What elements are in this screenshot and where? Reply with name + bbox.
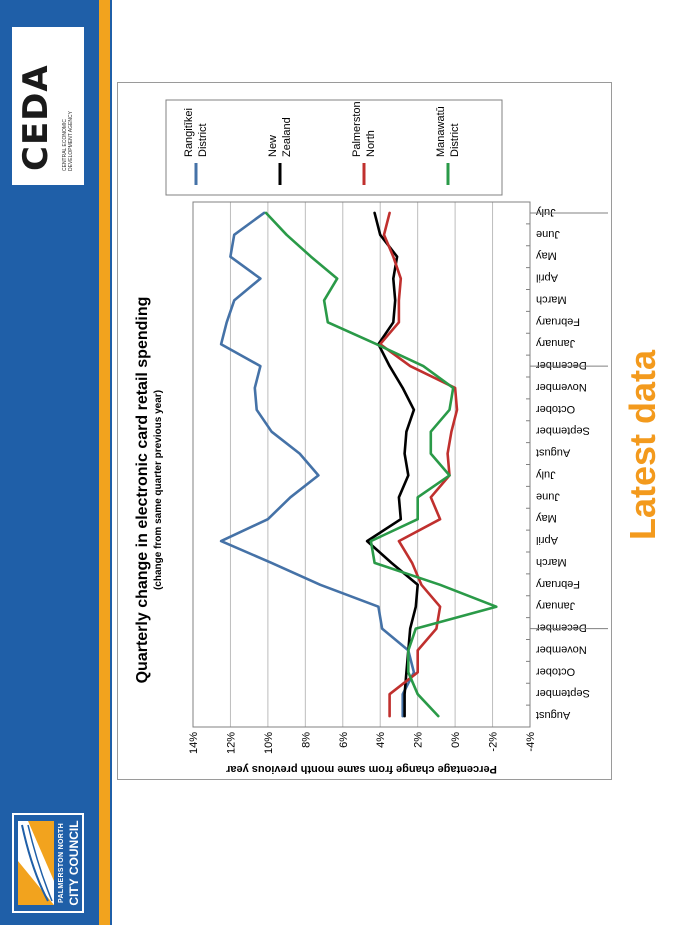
y-tick-label: 2% [413, 732, 425, 748]
accent-line [110, 0, 112, 925]
x-tick-label: April [536, 272, 558, 284]
x-tick-label: July [536, 468, 556, 480]
x-tick-label: May [536, 250, 557, 262]
y-tick-label: 0% [450, 732, 462, 748]
x-tick-label: March [536, 556, 567, 568]
y-tick-label: 8% [300, 732, 312, 748]
ceda-logo: CEDA CENTRAL ECONOMIC DEVELOPMENT AGENCY [12, 27, 84, 185]
legend-label: District [197, 123, 209, 157]
legend-label: North [365, 130, 377, 157]
x-tick-label: October [536, 665, 575, 677]
y-tick-label: 14% [188, 732, 200, 754]
pncc-emblem-icon [18, 821, 54, 905]
x-tick-label: May [536, 512, 557, 524]
x-tick-label: October [536, 403, 575, 415]
legend-box [165, 99, 503, 196]
line-chart: Quarterly change in electronic card reta… [134, 99, 608, 775]
series-line-palmerston-north [378, 211, 459, 718]
x-tick-label: April [536, 534, 558, 546]
x-tick-label: March [536, 293, 567, 305]
x-tick-label: February [536, 315, 581, 327]
ceda-logo-subtext: CENTRAL ECONOMIC DEVELOPMENT AGENCY [62, 111, 74, 171]
legend-label: New [267, 135, 279, 157]
x-tick-label: December [536, 359, 587, 371]
legend-label: District [449, 123, 461, 157]
x-tick-label: January [536, 600, 576, 612]
legend-label: Zealand [281, 117, 293, 157]
x-tick-label: February [536, 578, 581, 590]
y-tick-label: -2% [488, 732, 500, 752]
x-tick-label: September [536, 425, 590, 437]
y-tick-label: -4% [525, 732, 537, 752]
x-tick-label: November [536, 643, 587, 655]
plot-area-border [192, 201, 531, 728]
pncc-logo: PALMERSTON NORTH CITY COUNCIL [12, 813, 84, 913]
accent-stripe [99, 0, 110, 925]
x-tick-label: July [536, 206, 556, 218]
series-line-rangit-kei-district [219, 211, 416, 718]
x-tick-label: August [536, 447, 570, 459]
pncc-logo-line2: CITY COUNCIL [67, 820, 81, 906]
y-tick-label: 12% [225, 732, 237, 754]
y-tick-label: 6% [338, 732, 350, 748]
x-tick-label: November [536, 381, 587, 393]
x-tick-label: June [536, 490, 560, 502]
y-tick-label: 10% [263, 732, 275, 754]
y-tick-label: 4% [375, 732, 387, 748]
x-tick-label: August [536, 709, 570, 721]
y-axis-label: Percentage change from same month previo… [225, 763, 497, 775]
chart-title: Quarterly change in electronic card reta… [134, 297, 151, 684]
x-tick-label: September [536, 687, 590, 699]
series-line-new-zealand [365, 211, 420, 718]
legend-label: Manawatū [435, 106, 447, 157]
ceda-logo-word: CEDA [16, 64, 56, 171]
chart-subtitle: (change from same quarter previous year) [153, 390, 164, 590]
pncc-logo-line1: PALMERSTON NORTH [58, 823, 65, 903]
x-tick-label: December [536, 622, 587, 634]
x-tick-label: January [536, 337, 576, 349]
legend-label: Rangitīkei [183, 108, 195, 157]
series-line-manawat-district [264, 211, 498, 718]
legend-label: Palmerston [351, 101, 363, 157]
x-tick-label: June [536, 228, 560, 240]
page-title: Latest data [622, 349, 663, 541]
